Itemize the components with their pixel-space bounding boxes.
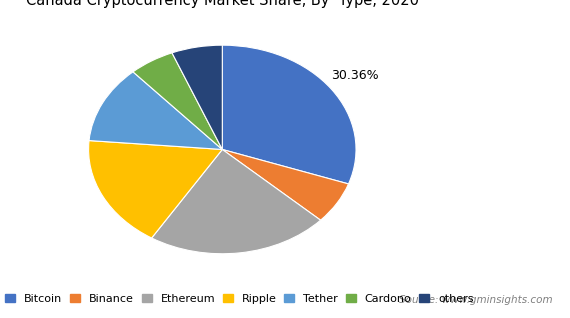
Title: Canada Cryptocurrency Market Share, By  Type, 2020: Canada Cryptocurrency Market Share, By T…	[26, 0, 419, 8]
Legend: Bitcoin, Binance, Ethereum, Ripple, Tether, Cardono, others: Bitcoin, Binance, Ethereum, Ripple, Teth…	[3, 292, 476, 306]
Wedge shape	[222, 149, 348, 220]
Text: 30.36%: 30.36%	[332, 69, 379, 82]
Wedge shape	[89, 72, 222, 149]
Wedge shape	[88, 141, 222, 238]
Text: Source: www.gminsights.com: Source: www.gminsights.com	[399, 295, 553, 305]
Wedge shape	[133, 53, 222, 149]
Wedge shape	[222, 45, 356, 184]
Wedge shape	[172, 45, 222, 149]
Wedge shape	[152, 149, 320, 254]
